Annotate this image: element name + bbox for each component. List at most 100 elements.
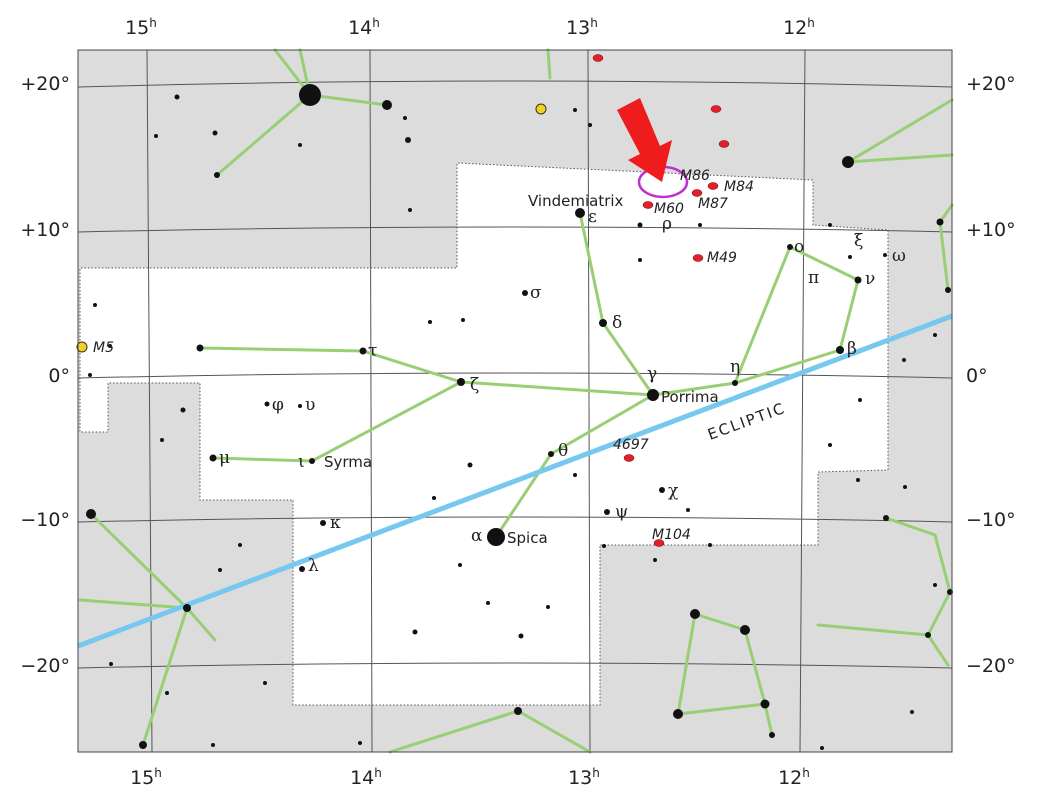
dec-label: −10°: [20, 509, 70, 531]
star: [604, 509, 610, 515]
star: [659, 487, 665, 493]
greek-letter: γ: [647, 364, 657, 384]
constellation-line: [198, 346, 655, 397]
star: [769, 732, 775, 738]
star: [548, 451, 554, 457]
star: [575, 208, 585, 218]
star: [653, 558, 657, 562]
star: [638, 258, 642, 262]
star: [298, 143, 302, 147]
dec-label: +20°: [20, 73, 70, 95]
ra-unit: h: [592, 766, 600, 780]
star: [214, 172, 220, 178]
star: [320, 520, 326, 526]
greek-letter: π: [808, 268, 819, 288]
star: [599, 319, 607, 327]
dec-label: 0°: [966, 365, 988, 387]
star: [698, 223, 702, 227]
star: [428, 320, 432, 324]
star: [936, 218, 944, 226]
greek-letter: θ: [558, 441, 568, 461]
dec-label: 0°: [48, 365, 70, 387]
star-name: Vindemiatrix: [528, 192, 624, 210]
deep-sky-label: M104: [652, 527, 691, 543]
greek-letter: κ: [330, 513, 341, 533]
star: [108, 344, 112, 348]
greek-letter: ω: [892, 246, 906, 266]
star: [183, 604, 191, 612]
star: [461, 318, 465, 322]
dec-label: +10°: [966, 219, 1016, 241]
greek-letter: τ: [368, 341, 377, 361]
ra-unit: h: [802, 766, 810, 780]
ra-unit: h: [590, 16, 598, 30]
star: [602, 544, 606, 548]
star: [486, 601, 490, 605]
star: [139, 741, 147, 749]
galaxy: [691, 189, 703, 197]
star: [467, 462, 473, 468]
deep-sky-label: M5: [93, 340, 114, 356]
star: [842, 156, 854, 168]
dec-label: −20°: [966, 655, 1016, 677]
greek-letter: ψ: [615, 502, 628, 522]
constellation-line: [546, 48, 552, 80]
star: [299, 566, 305, 572]
galaxy: [653, 539, 665, 547]
star: [708, 543, 712, 547]
galaxy: [718, 140, 730, 148]
ra-unit: h: [807, 16, 815, 30]
star: [298, 404, 302, 408]
ra-hours: 15: [125, 17, 149, 39]
galaxy: [707, 182, 719, 190]
galaxy: [642, 201, 654, 209]
dec-label: −10°: [966, 509, 1016, 531]
greek-letter: χ: [668, 481, 678, 501]
star: [209, 454, 217, 462]
stars: [76, 54, 953, 750]
deep-sky-label: M87: [698, 196, 728, 212]
greek-letter: ρ: [662, 214, 672, 234]
ra-hours: 12: [783, 17, 807, 39]
greek-letter: ξ: [854, 231, 863, 251]
star: [514, 707, 522, 715]
greek-letter: ε: [588, 207, 597, 227]
greek-letter: β: [847, 339, 857, 359]
ra-hours: 14: [348, 17, 372, 39]
deep-sky-label: M84: [724, 179, 754, 195]
galaxy: [592, 54, 604, 62]
star: [686, 508, 690, 512]
globular-cluster: [76, 341, 88, 353]
star: [828, 443, 832, 447]
star: [309, 458, 315, 464]
star: [458, 563, 462, 567]
greek-letter: υ: [305, 395, 315, 415]
ra-label: 13h: [566, 16, 598, 39]
deep-sky-label: 4697: [613, 437, 649, 453]
star: [925, 632, 931, 638]
dec-label: +10°: [20, 219, 70, 241]
ra-hours: 14: [350, 767, 374, 789]
star: [573, 108, 577, 112]
star: [263, 681, 267, 685]
coordinate-grid: [77, 49, 953, 753]
star: [856, 478, 860, 482]
star: [211, 743, 215, 747]
star: [109, 662, 113, 666]
virgo-boundary: [79, 162, 889, 706]
constellation-line: [578, 211, 860, 397]
star: [165, 691, 169, 695]
greek-letter: ζ: [470, 375, 479, 395]
dec-label: −20°: [20, 655, 70, 677]
star: [820, 746, 824, 750]
star: [299, 84, 321, 106]
star: [732, 380, 738, 386]
star: [933, 333, 937, 337]
star: [403, 116, 407, 120]
star: [573, 473, 577, 477]
deep-sky-label: M86: [680, 168, 710, 184]
star: [412, 629, 418, 635]
constellation-line: [926, 633, 950, 667]
star: [945, 287, 951, 293]
star: [218, 568, 222, 572]
